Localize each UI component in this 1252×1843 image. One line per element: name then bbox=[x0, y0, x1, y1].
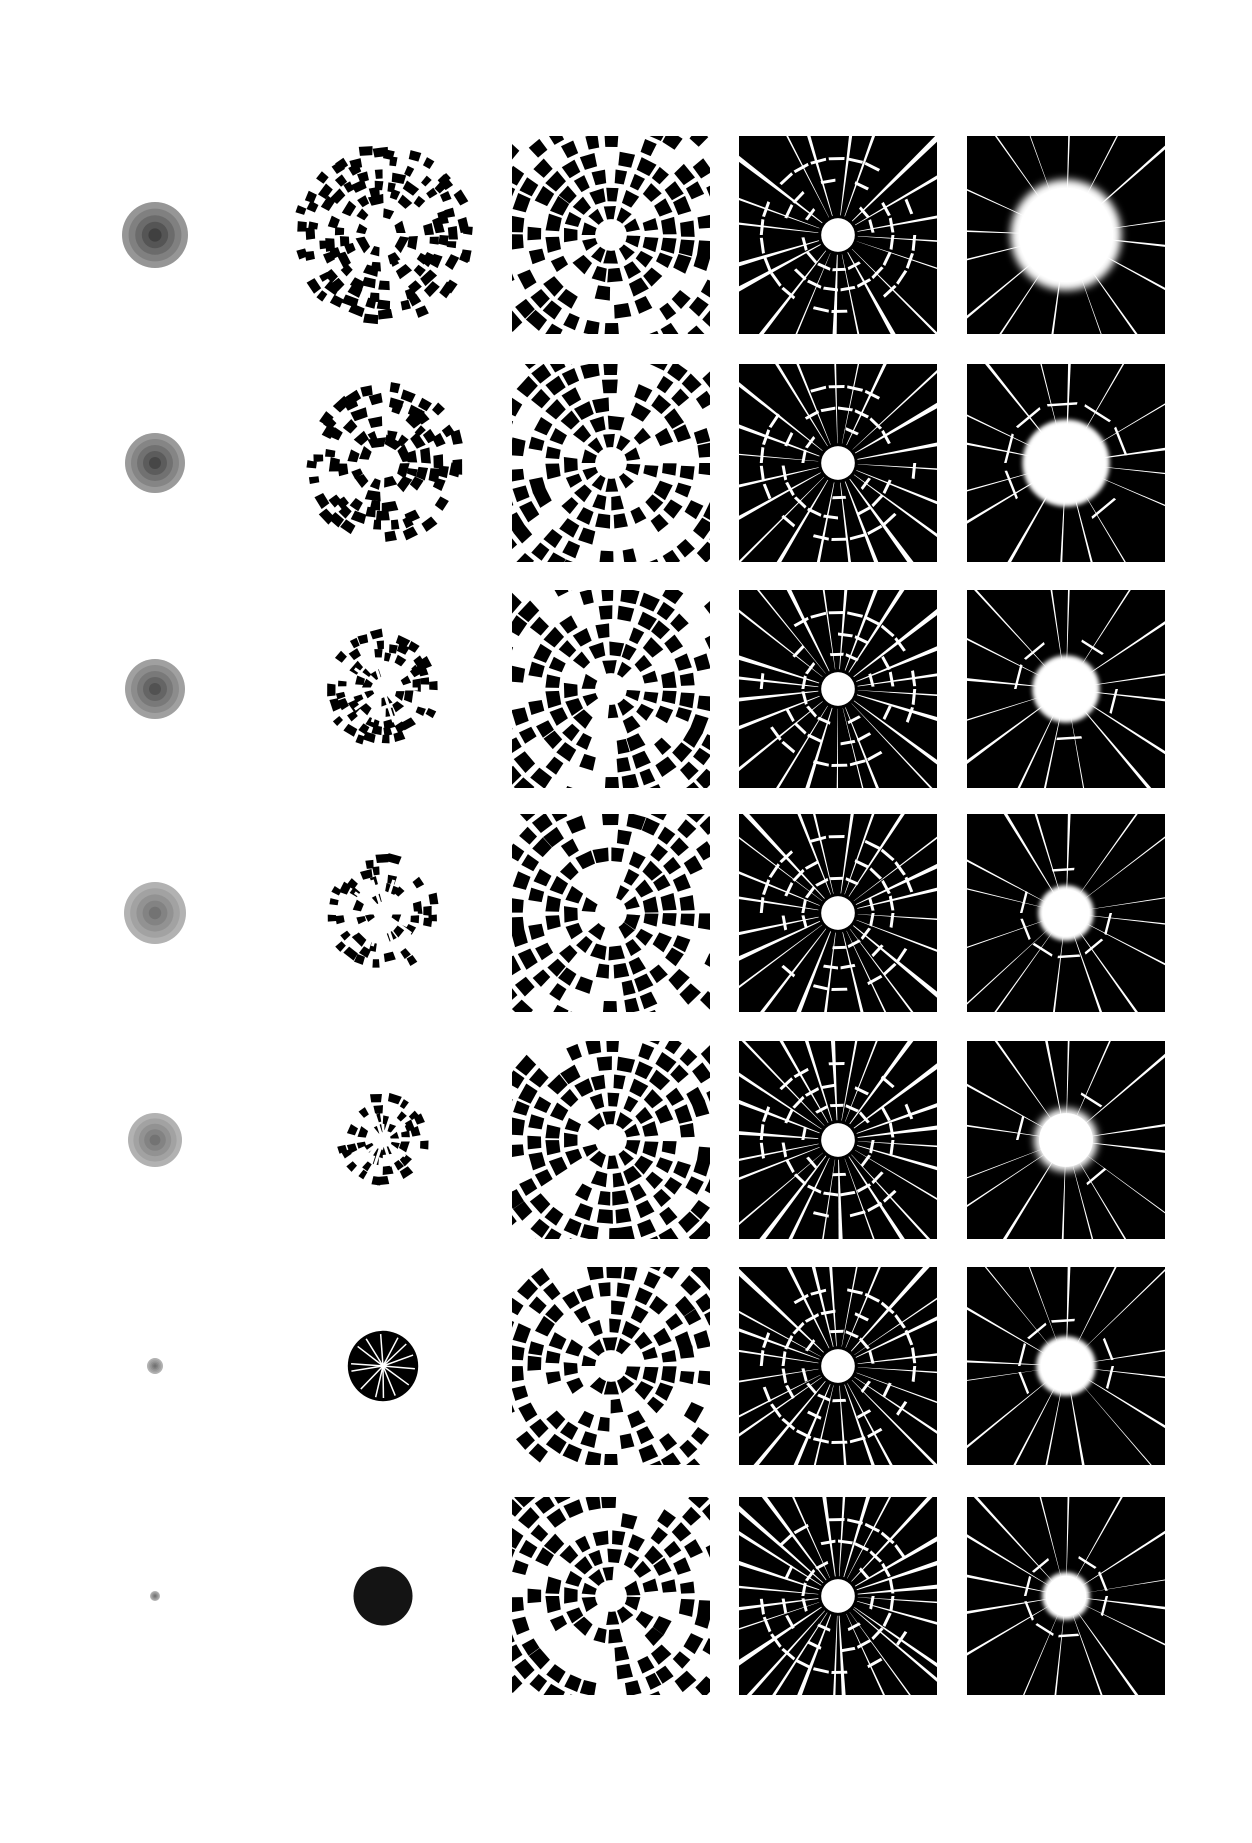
graded-disc-r4 bbox=[124, 882, 186, 944]
broken-glass-tile-r1 bbox=[739, 136, 937, 334]
shard-cluster-r3 bbox=[327, 628, 438, 745]
shard-cluster-r2 bbox=[306, 382, 463, 542]
shattered-ring-r7 bbox=[512, 1497, 710, 1695]
shard-cluster-r6 bbox=[347, 1330, 419, 1402]
bullet-hole-tile-r6 bbox=[967, 1267, 1165, 1465]
bullet-hole-tile-r7 bbox=[967, 1497, 1165, 1695]
bullet-hole-tile-r5 bbox=[967, 1041, 1165, 1239]
broken-glass-tile-r6 bbox=[739, 1267, 937, 1465]
graded-disc-r6 bbox=[147, 1358, 163, 1374]
shattered-ring-r5 bbox=[512, 1041, 710, 1239]
broken-glass-tile-r2 bbox=[739, 364, 937, 562]
shard-cluster-r7 bbox=[353, 1566, 413, 1626]
shattered-ring-r6 bbox=[512, 1267, 710, 1465]
bullet-hole-tile-r3 bbox=[967, 590, 1165, 788]
shattered-ring-r3 bbox=[512, 590, 710, 788]
shattered-ring-r2 bbox=[512, 364, 710, 562]
bullet-hole-tile-r4 bbox=[967, 814, 1165, 1012]
graded-disc-r7 bbox=[150, 1591, 160, 1601]
graded-disc-r1 bbox=[122, 202, 188, 268]
bullet-hole-tile-r1 bbox=[967, 136, 1165, 334]
bullet-hole-tile-r2 bbox=[967, 364, 1165, 562]
graded-disc-r3 bbox=[125, 659, 185, 719]
broken-glass-tile-r7 bbox=[739, 1497, 937, 1695]
broken-glass-tile-r3 bbox=[739, 590, 937, 788]
broken-glass-tile-r5 bbox=[739, 1041, 937, 1239]
shattered-ring-r4 bbox=[512, 814, 710, 1012]
graded-disc-r2 bbox=[125, 433, 185, 493]
shard-cluster-r1 bbox=[295, 146, 473, 325]
shattered-ring-r1 bbox=[512, 136, 710, 334]
shard-cluster-r4 bbox=[327, 853, 439, 968]
graded-disc-r5 bbox=[128, 1113, 182, 1167]
broken-glass-tile-r4 bbox=[739, 814, 937, 1012]
shard-cluster-r5 bbox=[337, 1092, 429, 1186]
